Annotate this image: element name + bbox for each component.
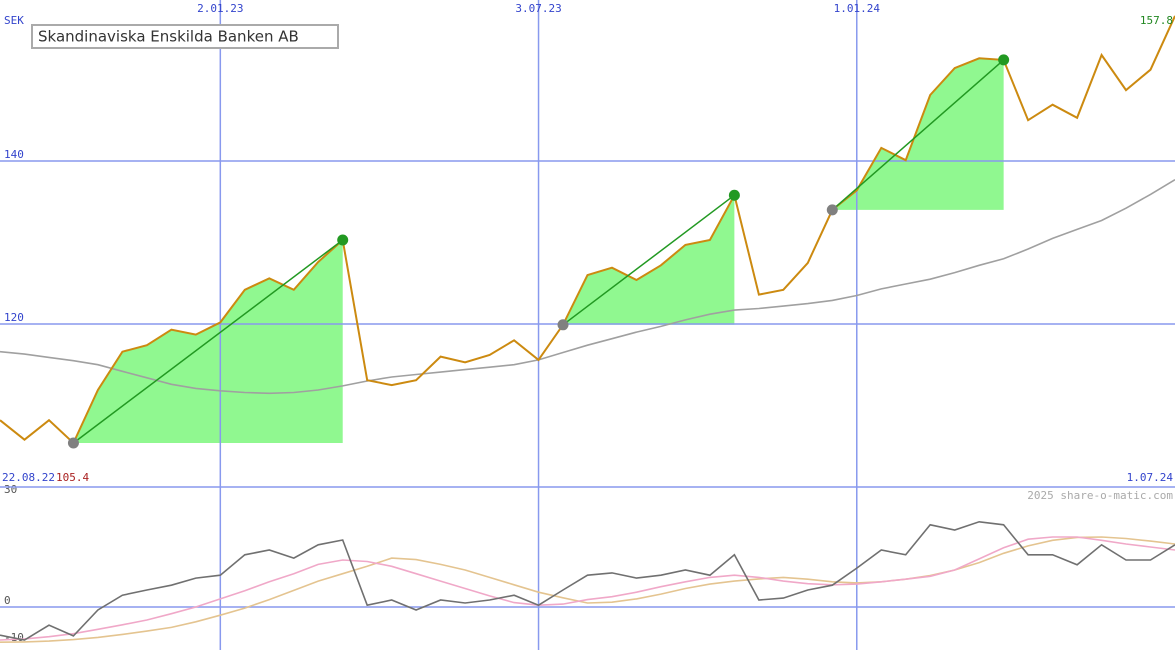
x-tick-label: 22.08.22 [2,471,55,484]
entry-marker [557,319,569,331]
last-value-label: 157.8 [1140,14,1173,27]
series-line [0,536,1175,643]
y-tick-label: 0 [4,594,11,607]
entry-marker [67,437,79,449]
y-tick-label: 30 [4,483,17,496]
x-tick-label: 1.07.24 [1127,471,1174,484]
y-tick-label: 120 [4,311,24,324]
chart-title: Skandinaviska Enskilda Banken AB [38,28,299,46]
entry-marker [826,204,838,216]
exit-marker [998,54,1010,66]
exit-marker [728,189,740,201]
exit-marker [337,234,349,246]
series-line [0,536,1175,641]
series-line [0,179,1175,395]
x-tick-label: 3.07.23 [515,2,561,15]
trade-line [831,59,1005,211]
y-tick-label: 140 [4,148,24,161]
trade-line [562,194,735,326]
x-tick-label: 2.01.23 [197,2,243,15]
x-tick-label: 1.01.24 [834,2,881,15]
watermark: 2025 share-o-matic.com [1027,489,1173,502]
title-box [31,24,339,49]
series-line [0,520,1175,641]
trade-line [72,239,344,444]
series-line [0,15,1175,445]
y-unit-label: SEK [4,14,24,27]
min-value-label: 105.4 [56,471,89,484]
